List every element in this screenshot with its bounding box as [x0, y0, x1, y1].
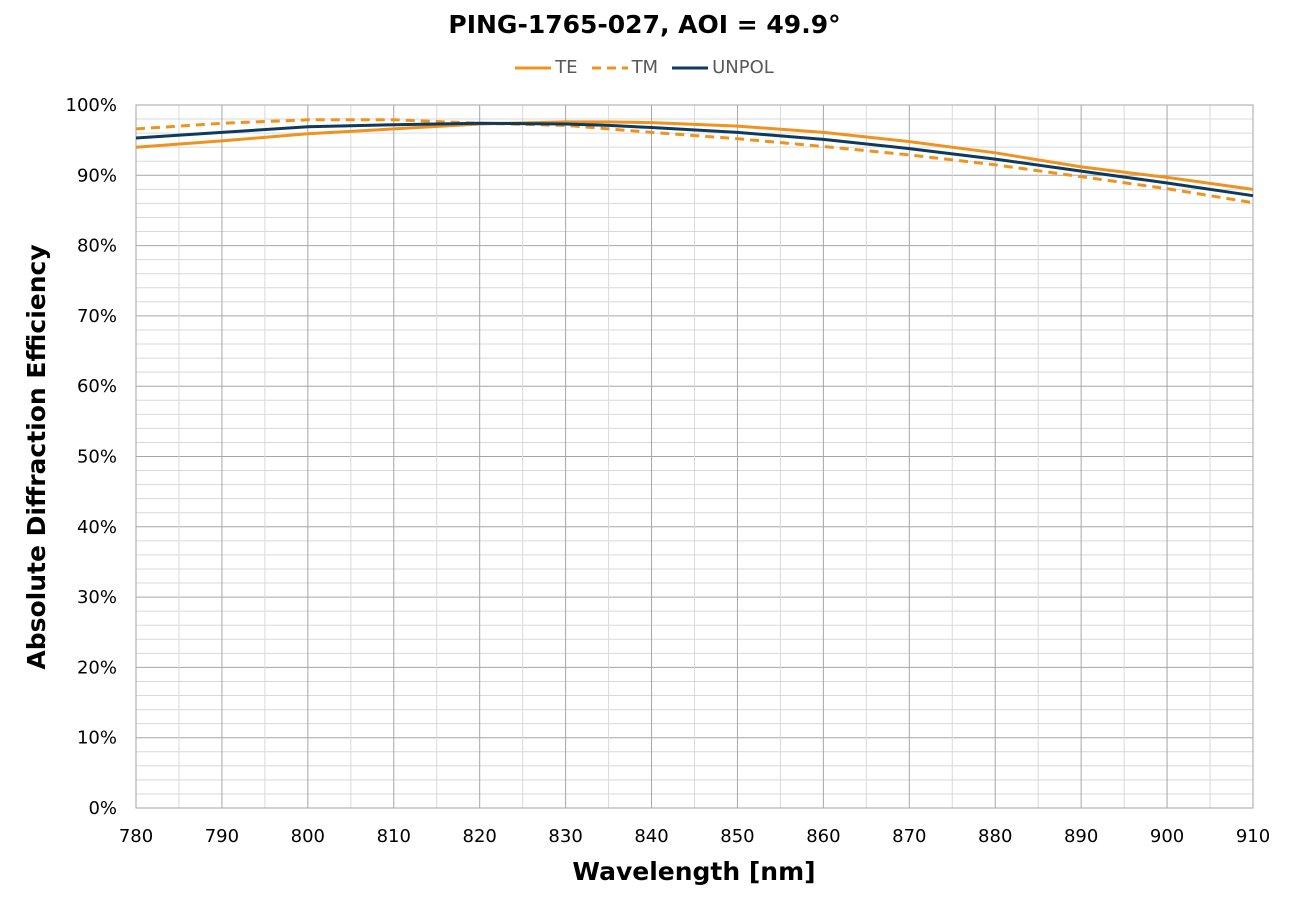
chart-title: PING-1765-027, AOI = 49.9°	[448, 10, 841, 39]
y-tick-label: 0%	[88, 798, 117, 819]
legend-swatch-unpol	[672, 66, 709, 69]
legend-swatch-te	[515, 66, 552, 69]
tick-labels: 780 790 800 810 820 830 840 850 860 870 880 890 900 9…	[66, 95, 1271, 847]
x-tick-label: 880	[978, 826, 1012, 847]
x-tick-label: 910	[1236, 826, 1270, 847]
x-tick-label: 830	[548, 826, 582, 847]
y-tick-label: 10%	[77, 728, 117, 749]
x-axis-title: Wavelength [nm]	[572, 857, 815, 886]
legend-item-te: TE	[515, 57, 578, 78]
plot-area-border	[135, 104, 1254, 809]
legend-swatch-tm	[591, 66, 628, 69]
x-tick-label: 840	[634, 826, 668, 847]
x-tick-label: 870	[892, 826, 926, 847]
y-tick-label: 30%	[77, 587, 117, 608]
y-tick-label: 50%	[77, 447, 117, 468]
legend-label-tm: TM	[631, 57, 659, 78]
x-tick-label: 790	[205, 826, 239, 847]
x-tick-label: 850	[720, 826, 754, 847]
legend: TE TM UNPOL	[0, 57, 1289, 78]
legend-label-unpol: UNPOL	[712, 57, 774, 78]
grid	[135, 104, 1254, 809]
y-tick-label: 40%	[77, 517, 117, 538]
x-tick-label: 800	[291, 826, 325, 847]
series-lines	[135, 118, 1254, 205]
y-tick-label: 90%	[77, 165, 117, 186]
legend-item-tm: TM	[591, 57, 659, 78]
x-tick-label: 890	[1064, 826, 1098, 847]
y-tick-label: 100%	[66, 95, 117, 116]
series-line-tm	[135, 118, 1254, 205]
series-line-te	[135, 120, 1254, 191]
legend-label-te: TE	[555, 57, 578, 78]
y-tick-label: 20%	[77, 657, 117, 678]
legend-item-unpol: UNPOL	[672, 57, 774, 78]
y-tick-label: 60%	[77, 376, 117, 397]
x-tick-label: 860	[806, 826, 840, 847]
y-tick-label: 80%	[77, 236, 117, 257]
y-axis-title: Absolute Diffraction Efficiency	[22, 244, 51, 669]
x-tick-label: 900	[1150, 826, 1184, 847]
x-tick-label: 780	[119, 826, 153, 847]
x-tick-label: 810	[377, 826, 411, 847]
series-line-unpol	[135, 121, 1254, 198]
y-tick-label: 70%	[77, 306, 117, 327]
x-tick-label: 820	[463, 826, 497, 847]
